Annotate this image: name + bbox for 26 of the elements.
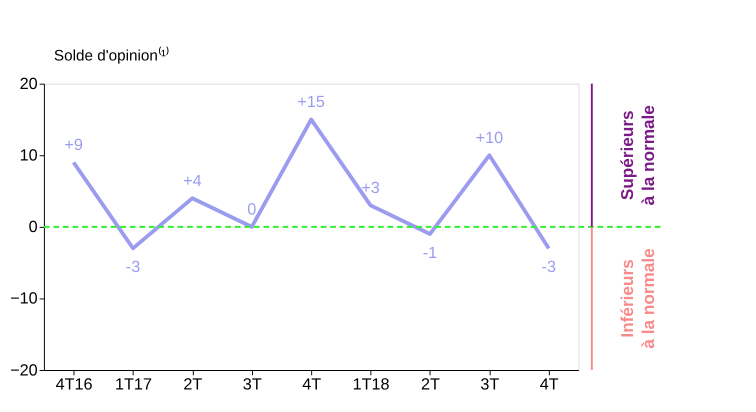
y-tick-label: −10 xyxy=(10,290,38,308)
text: Inférieurs à la normale xyxy=(616,248,658,349)
data-label: +15 xyxy=(297,93,325,112)
y-tick-label: 0 xyxy=(28,218,38,236)
y-axis-title: Solde d'opinion⁽¹⁾ xyxy=(54,46,169,64)
data-label: 0 xyxy=(247,200,256,218)
data-label: +10 xyxy=(476,128,504,147)
text: Supérieurs à la normale xyxy=(616,105,658,206)
y-tick-label: 20 xyxy=(20,74,38,93)
data-label: +3 xyxy=(361,178,380,197)
x-tick-label: 2T xyxy=(420,376,440,394)
x-tick-label: 1T18 xyxy=(352,376,390,394)
x-tick-label: 2T xyxy=(183,376,202,394)
data-label: -3 xyxy=(126,258,140,276)
data-label: -1 xyxy=(422,244,438,262)
data-label: +9 xyxy=(64,136,83,154)
x-tick-label: 1T17 xyxy=(114,376,152,394)
y-tick-label: −20 xyxy=(10,361,38,380)
x-tick-label: 4T xyxy=(302,376,322,394)
data-label: +4 xyxy=(183,172,202,190)
x-tick-label: 4T xyxy=(540,376,559,394)
data-label: -3 xyxy=(542,258,556,276)
x-tick-label: 3T xyxy=(242,376,262,394)
y-tick-label: 10 xyxy=(20,146,38,165)
x-tick-label: 4T16 xyxy=(56,376,93,394)
x-tick-label: 3T xyxy=(480,376,500,394)
